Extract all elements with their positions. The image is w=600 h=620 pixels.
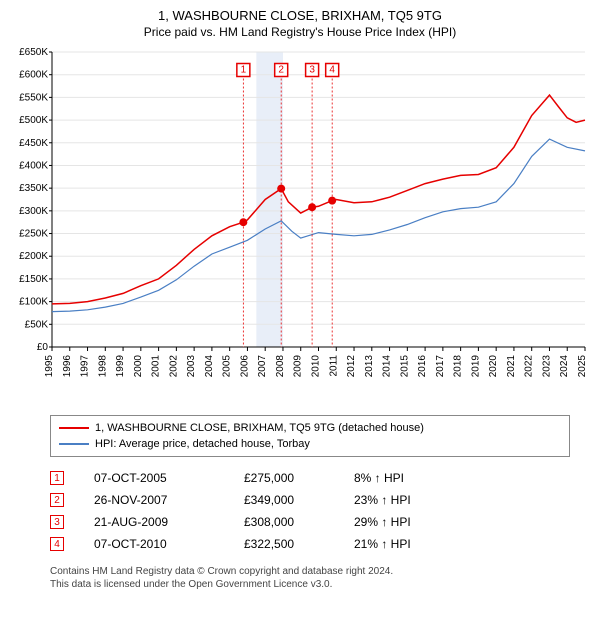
sale-pct: 21% ↑ HPI: [354, 537, 474, 551]
svg-text:2001: 2001: [151, 355, 162, 378]
svg-text:2010: 2010: [311, 355, 322, 378]
sale-marker: 4: [50, 537, 64, 551]
sale-row: 2 26-NOV-2007£349,00023% ↑ HPI: [50, 489, 570, 511]
svg-text:2015: 2015: [399, 355, 410, 378]
svg-text:2022: 2022: [524, 355, 535, 378]
svg-text:1996: 1996: [62, 355, 73, 378]
sale-pct: 23% ↑ HPI: [354, 493, 474, 507]
sale-date: 26-NOV-2007: [94, 493, 244, 507]
sale-date: 07-OCT-2010: [94, 537, 244, 551]
svg-text:1998: 1998: [97, 355, 108, 378]
svg-text:2017: 2017: [435, 355, 446, 378]
svg-text:3: 3: [309, 65, 315, 76]
chart-title: 1, WASHBOURNE CLOSE, BRIXHAM, TQ5 9TG: [10, 8, 590, 23]
svg-text:£250K: £250K: [19, 229, 48, 240]
svg-text:£600K: £600K: [19, 70, 48, 81]
svg-text:2006: 2006: [239, 355, 250, 378]
svg-text:2000: 2000: [133, 355, 144, 378]
legend-label: HPI: Average price, detached house, Torb…: [95, 438, 310, 450]
legend-label: 1, WASHBOURNE CLOSE, BRIXHAM, TQ5 9TG (d…: [95, 422, 424, 434]
sale-price: £308,000: [244, 515, 354, 529]
footnote-line: Contains HM Land Registry data © Crown c…: [50, 565, 590, 578]
svg-text:£200K: £200K: [19, 251, 48, 262]
svg-text:£400K: £400K: [19, 160, 48, 171]
svg-text:£650K: £650K: [19, 47, 48, 58]
svg-text:2013: 2013: [364, 355, 375, 378]
svg-text:2020: 2020: [488, 355, 499, 378]
svg-text:£100K: £100K: [19, 297, 48, 308]
svg-text:£550K: £550K: [19, 92, 48, 103]
svg-text:2005: 2005: [222, 355, 233, 378]
sale-date: 07-OCT-2005: [94, 471, 244, 485]
svg-text:2009: 2009: [293, 355, 304, 378]
sales-table: 1 07-OCT-2005£275,0008% ↑ HPI 2 26-NOV-2007…: [50, 467, 570, 555]
svg-text:£150K: £150K: [19, 274, 48, 285]
legend-swatch: [59, 443, 89, 445]
legend-swatch: [59, 427, 89, 429]
chart-area: £0 £50K £100K £150K £200K £250K £300K £350K £400…: [10, 47, 590, 407]
legend-item: HPI: Average price, detached house, Torb…: [59, 436, 561, 452]
legend-item: 1, WASHBOURNE CLOSE, BRIXHAM, TQ5 9TG (d…: [59, 420, 561, 436]
svg-text:2004: 2004: [204, 355, 215, 378]
svg-text:2024: 2024: [559, 355, 570, 378]
sale-row: 3 21-AUG-2009£308,00029% ↑ HPI: [50, 511, 570, 533]
svg-text:2011: 2011: [328, 355, 339, 377]
sale-price: £349,000: [244, 493, 354, 507]
svg-text:2025: 2025: [577, 355, 588, 378]
sale-row: 1 07-OCT-2005£275,0008% ↑ HPI: [50, 467, 570, 489]
svg-text:2002: 2002: [168, 355, 179, 378]
sale-pct: 29% ↑ HPI: [354, 515, 474, 529]
sale-row: 4 07-OCT-2010£322,50021% ↑ HPI: [50, 533, 570, 555]
sale-price: £275,000: [244, 471, 354, 485]
chart-container: 1, WASHBOURNE CLOSE, BRIXHAM, TQ5 9TG Pr…: [0, 0, 600, 597]
svg-text:2012: 2012: [346, 355, 357, 378]
svg-text:1999: 1999: [115, 355, 126, 378]
svg-text:1995: 1995: [44, 355, 55, 378]
legend: 1, WASHBOURNE CLOSE, BRIXHAM, TQ5 9TG (d…: [50, 415, 570, 457]
sale-pct: 8% ↑ HPI: [354, 471, 474, 485]
svg-text:1997: 1997: [80, 355, 91, 378]
svg-text:£0: £0: [37, 342, 49, 353]
sale-marker: 1: [50, 471, 64, 485]
footnote-line: This data is licensed under the Open Gov…: [50, 578, 590, 591]
chart-svg: £0 £50K £100K £150K £200K £250K £300K £350K £400…: [10, 47, 590, 407]
sale-price: £322,500: [244, 537, 354, 551]
svg-text:2018: 2018: [453, 355, 464, 378]
svg-text:2008: 2008: [275, 355, 286, 378]
footnote: Contains HM Land Registry data © Crown c…: [50, 565, 590, 591]
sale-marker: 3: [50, 515, 64, 529]
sale-date: 21-AUG-2009: [94, 515, 244, 529]
svg-text:4: 4: [329, 65, 335, 76]
chart-subtitle: Price paid vs. HM Land Registry's House …: [10, 25, 590, 39]
svg-text:2021: 2021: [506, 355, 517, 378]
svg-text:£50K: £50K: [25, 319, 49, 330]
sale-marker: 2: [50, 493, 64, 507]
svg-text:2014: 2014: [382, 355, 393, 378]
svg-text:£500K: £500K: [19, 115, 48, 126]
svg-text:2019: 2019: [470, 355, 481, 378]
svg-text:2016: 2016: [417, 355, 428, 378]
svg-text:2003: 2003: [186, 355, 197, 378]
svg-text:£450K: £450K: [19, 138, 48, 149]
svg-text:2007: 2007: [257, 355, 268, 378]
svg-text:£350K: £350K: [19, 183, 48, 194]
svg-text:2023: 2023: [541, 355, 552, 378]
svg-text:2: 2: [278, 65, 284, 76]
svg-text:£300K: £300K: [19, 206, 48, 217]
svg-text:1: 1: [241, 65, 247, 76]
